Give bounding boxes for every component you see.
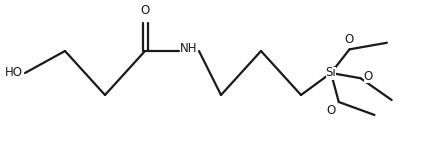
Text: Si: Si [325, 66, 336, 80]
Text: O: O [326, 104, 336, 117]
Text: O: O [364, 70, 373, 83]
Text: HO: HO [5, 66, 23, 80]
Text: O: O [140, 4, 150, 17]
Text: NH: NH [180, 42, 198, 55]
Text: O: O [345, 33, 354, 46]
